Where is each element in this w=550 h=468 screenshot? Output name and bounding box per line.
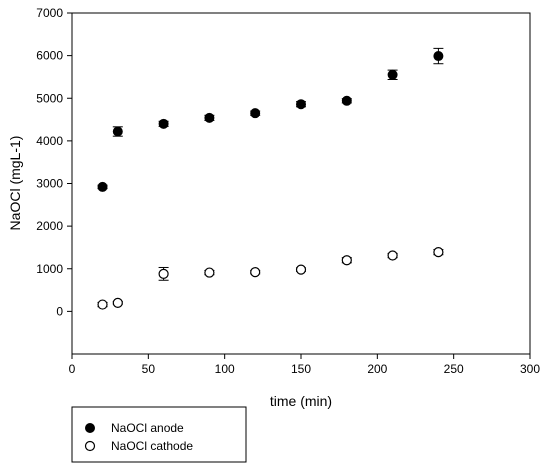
legend-marker-anode (85, 423, 95, 433)
data-point-anode (158, 118, 169, 129)
data-point-cathode (250, 267, 261, 278)
data-point-anode (341, 95, 352, 106)
y-tick-label: 3000 (36, 177, 63, 191)
data-point-cathode (204, 267, 215, 278)
x-tick-label: 0 (69, 362, 76, 376)
y-tick-label: 4000 (36, 134, 63, 148)
legend: NaOCl anode NaOCl cathode (71, 406, 247, 463)
y-tick-label: 2000 (36, 219, 63, 233)
data-point-cathode (341, 255, 352, 266)
y-axis: 0 1000 2000 3000 4000 5000 6000 7000 (36, 6, 72, 318)
x-axis-title: time (min) (270, 393, 332, 409)
plot-area (97, 47, 444, 310)
x-tick-label: 150 (291, 362, 311, 376)
y-tick-label: 7000 (36, 6, 63, 20)
y-tick-label: 0 (56, 304, 63, 318)
data-point-cathode (158, 268, 169, 279)
x-tick-label: 100 (215, 362, 235, 376)
x-axis: 0 50 100 150 200 250 300 (69, 354, 540, 376)
data-point-cathode (97, 299, 108, 310)
y-axis-title: NaOCl (mgL-1) (7, 136, 23, 231)
y-tick-label: 6000 (36, 49, 63, 63)
x-tick-label: 50 (142, 362, 156, 376)
data-point-anode (97, 181, 108, 192)
y-tick-label: 5000 (36, 91, 63, 105)
data-point-anode (433, 51, 444, 62)
data-point-anode (296, 99, 306, 110)
data-point-anode (387, 69, 398, 80)
legend-box (71, 406, 247, 463)
data-point-anode (250, 108, 261, 119)
legend-label-anode: NaOCl anode (111, 421, 184, 435)
plot-frame (71, 12, 531, 355)
data-point-cathode (295, 264, 307, 275)
y-tick-label: 1000 (36, 262, 63, 276)
data-point-cathode (112, 297, 123, 308)
legend-marker-cathode (84, 440, 96, 452)
data-point-anode (112, 126, 123, 137)
data-point-cathode (433, 247, 444, 258)
x-tick-label: 250 (444, 362, 464, 376)
x-tick-label: 300 (520, 362, 540, 376)
legend-label-cathode: NaOCl cathode (111, 439, 193, 453)
x-tick-label: 200 (367, 362, 387, 376)
data-point-cathode (387, 250, 398, 261)
data-point-anode (204, 112, 215, 123)
